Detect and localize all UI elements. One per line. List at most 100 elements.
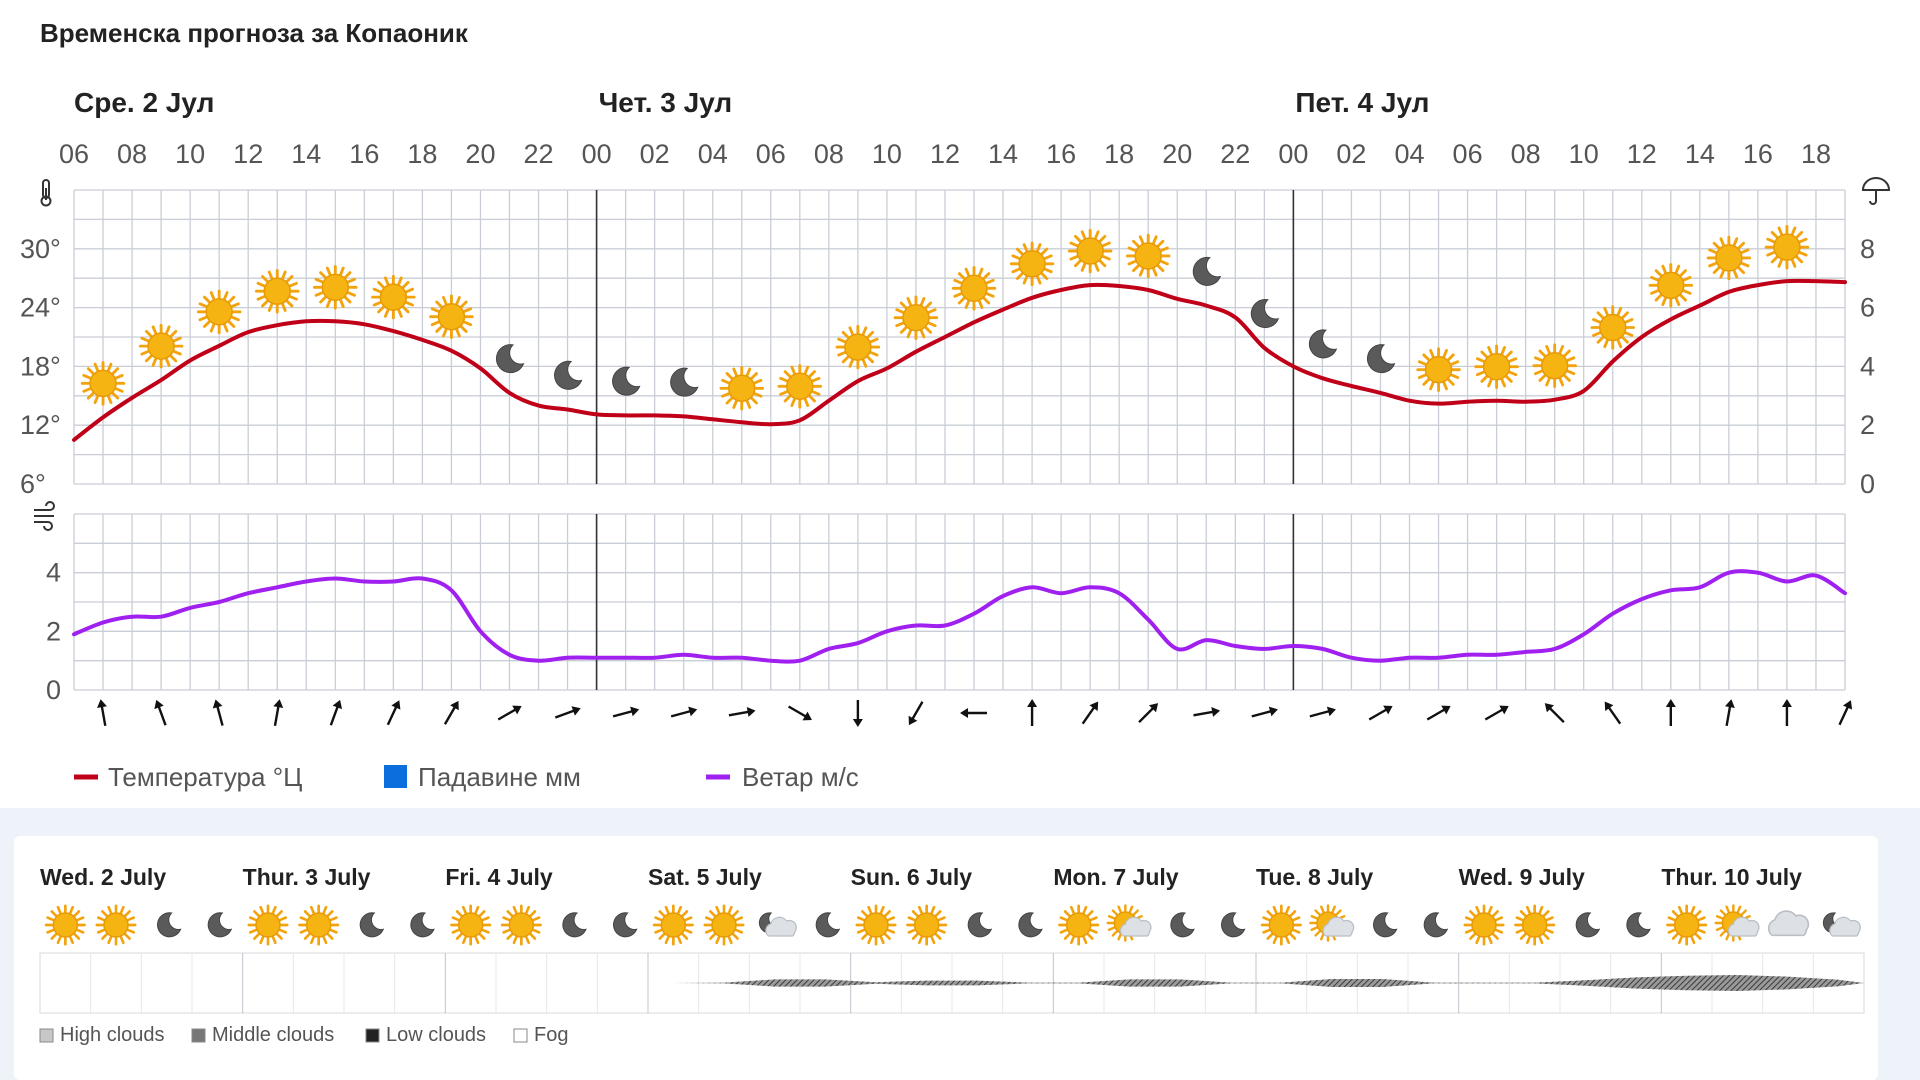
sun-ray <box>86 392 95 400</box>
sun-ray <box>1737 266 1746 275</box>
wind-arrow <box>1138 703 1159 724</box>
sun-disc <box>437 302 466 331</box>
hour-tick-label: 22 <box>1220 139 1250 169</box>
sun-disc <box>711 912 737 938</box>
hour-labels: 06 08 10 12 14 16 18 20 22 00 02 04 06 08 10 12 14 16 18 20… <box>59 139 1831 169</box>
wind-arrow-head <box>630 706 640 717</box>
sun-ray <box>481 928 490 934</box>
sun-ray <box>1310 926 1319 931</box>
sun-ray <box>715 905 721 915</box>
sun-ray <box>1036 243 1042 253</box>
sun-ray <box>73 933 81 940</box>
sun-ray <box>1138 235 1145 245</box>
sun-ray <box>1292 916 1301 922</box>
wind-arrow <box>960 708 988 718</box>
sun-ray <box>1616 306 1623 316</box>
sun-ray <box>1127 246 1137 252</box>
sun-ray <box>107 362 113 372</box>
sun-ray <box>460 325 468 333</box>
sun-ray <box>1770 255 1779 264</box>
hour-tick-label: 02 <box>1336 139 1366 169</box>
long-range-day-label: Thur. 3 July <box>243 864 371 890</box>
sun-ray <box>119 905 125 915</box>
sun-ray <box>1089 916 1098 922</box>
sun-icon <box>313 265 358 310</box>
moon-crescent <box>1192 256 1222 286</box>
sun-ray <box>76 916 85 922</box>
moon-crescent <box>1250 299 1280 328</box>
legend-item-temperature: Температура °Ц <box>74 762 302 792</box>
sun-ray <box>861 910 868 917</box>
long-range-day-labels: Wed. 2 July Thur. 3 July Fri. 4 July Sat. 5… <box>40 864 1802 890</box>
sun-icon <box>254 269 300 314</box>
sun-ray <box>790 398 796 407</box>
sun-ray <box>879 935 885 945</box>
sun-ray <box>783 370 792 378</box>
sun-ray <box>512 905 518 915</box>
sun-ray <box>1069 255 1079 261</box>
sun-ray <box>734 928 744 934</box>
sun-icon <box>298 904 340 946</box>
moon-icon <box>967 912 993 938</box>
cloud-legend-label: Fog <box>534 1024 568 1046</box>
sun-ray <box>1719 269 1725 279</box>
sun-ray <box>172 350 182 356</box>
sun-ray <box>198 315 208 322</box>
sun-ray <box>267 303 274 312</box>
sun-ray <box>1101 241 1111 248</box>
sun-ray <box>299 916 308 922</box>
wind-arrow <box>908 701 924 726</box>
sun-icon <box>371 274 416 320</box>
sun-ray <box>198 302 208 308</box>
sun-ray <box>1708 261 1718 268</box>
wind-arrow-head <box>154 699 164 710</box>
sun-ray <box>1566 369 1576 376</box>
cloud-legend-label: Middle clouds <box>212 1024 334 1046</box>
wind-arrow <box>670 706 698 718</box>
day-label: Чет. 3 Јул <box>599 87 733 118</box>
sun-ray <box>347 277 356 284</box>
sun-ray <box>1262 928 1271 934</box>
sun-ray <box>1132 909 1139 916</box>
moon-icon <box>1192 256 1222 286</box>
sun-ray <box>732 367 738 377</box>
sun-ray <box>1480 375 1488 383</box>
moon-icon <box>670 367 699 397</box>
sun-ray <box>1596 311 1605 319</box>
sun-ray <box>329 928 338 934</box>
sun-ray <box>867 935 873 945</box>
sun-ray <box>402 280 410 289</box>
sun-ray <box>442 296 448 305</box>
sun-icon <box>703 904 745 946</box>
sun-ray <box>1089 928 1098 934</box>
sun-ray <box>895 321 905 328</box>
sun-ray <box>1022 243 1029 253</box>
sun-disc <box>379 283 408 311</box>
sun-ray <box>256 295 266 301</box>
sun-ray <box>343 271 352 279</box>
sun-ray <box>886 916 896 922</box>
moon-icon <box>612 366 641 396</box>
sun-ray <box>1442 381 1448 391</box>
moon-crescent <box>967 912 993 938</box>
sun-ray <box>1074 259 1082 268</box>
sun-ray <box>727 905 733 915</box>
sun-icon <box>1474 344 1519 389</box>
wind-arrow-head <box>1326 706 1336 717</box>
moon-icon <box>1626 912 1651 938</box>
sun-ray <box>681 933 689 940</box>
sun-ray <box>811 390 821 396</box>
sun-ray <box>1558 377 1565 387</box>
sun-ray <box>721 378 730 385</box>
sun-disc <box>147 332 175 360</box>
sun-ray <box>69 905 75 915</box>
wind-arrow <box>1309 706 1336 718</box>
sun-icon <box>1590 305 1635 350</box>
sun-ray <box>1508 357 1518 363</box>
sun-ray <box>1766 251 1776 257</box>
wind-arrow <box>1081 701 1099 725</box>
sun-icon <box>1764 224 1810 270</box>
sun-ray <box>281 303 287 312</box>
moon-crescent <box>1221 912 1246 938</box>
sun-ray <box>1624 331 1634 337</box>
